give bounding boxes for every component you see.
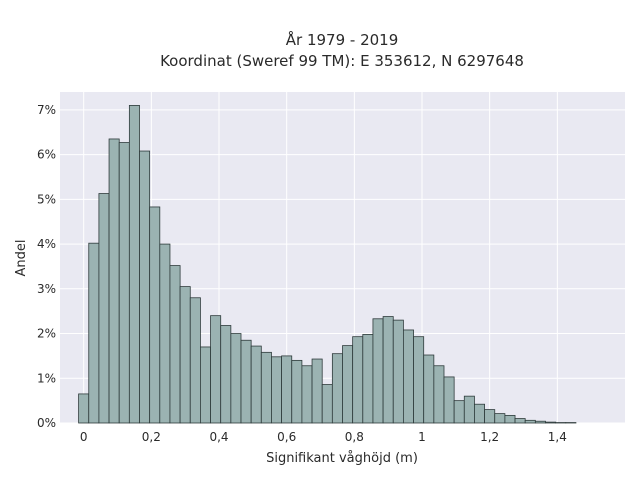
x-axis-ticks: 0 0,2 0,4 0,6 0,8 1 1,2 1,4 <box>80 430 567 444</box>
histogram-bar <box>301 365 313 424</box>
histogram-bar <box>342 345 354 424</box>
y-tick-label: 5% <box>37 192 56 206</box>
histogram-bar <box>210 315 222 424</box>
histogram-bar <box>331 353 343 424</box>
histogram-bar <box>443 376 455 424</box>
histogram-bar <box>260 351 272 424</box>
histogram-bar <box>159 243 171 424</box>
histogram-bar <box>433 365 445 424</box>
histogram-bar <box>291 359 303 424</box>
histogram-bar <box>98 193 110 424</box>
histogram-bar <box>382 316 394 424</box>
histogram-bar <box>281 355 293 424</box>
histogram-bar <box>78 393 90 424</box>
histogram-bar <box>453 400 465 424</box>
histogram-bar <box>179 286 191 424</box>
y-tick-label: 1% <box>37 371 56 385</box>
chart-title: År 1979 - 2019 <box>286 30 399 49</box>
chart-subtitle: Koordinat (Sweref 99 TM): E 353612, N 62… <box>160 52 524 70</box>
histogram-bar <box>311 358 323 424</box>
histogram-bar <box>108 138 120 424</box>
histogram-bar <box>504 414 516 424</box>
histogram-bar <box>128 105 140 424</box>
x-tick-label: 0,2 <box>142 430 161 444</box>
x-tick-label: 0,6 <box>277 430 296 444</box>
y-tick-label: 2% <box>37 327 56 341</box>
x-tick-label: 1 <box>418 430 426 444</box>
histogram-bar <box>494 413 506 424</box>
histogram-bar <box>524 419 536 424</box>
x-tick-label: 1,2 <box>480 430 499 444</box>
x-tick-label: 0,4 <box>209 430 228 444</box>
histogram-bar <box>484 409 496 424</box>
histogram-bar <box>271 356 283 424</box>
histogram-bar <box>402 329 414 424</box>
y-axis-label: Andel <box>14 240 29 277</box>
histogram-bar <box>139 150 151 424</box>
y-tick-label: 7% <box>37 103 56 117</box>
histogram-bar <box>250 345 262 424</box>
x-tick-label: 0,8 <box>345 430 364 444</box>
histogram-bar <box>534 420 546 424</box>
histogram-bar <box>88 242 100 424</box>
histogram-bar <box>189 297 201 424</box>
histogram-bars <box>78 105 577 424</box>
histogram-bar <box>118 142 130 424</box>
histogram-bar <box>220 325 232 424</box>
y-tick-label: 0% <box>37 416 56 430</box>
histogram-bar <box>200 346 211 424</box>
y-axis-ticks: 0% 1% 2% 3% 4% 5% 6% 7% <box>37 103 56 430</box>
histogram-bar <box>169 265 181 424</box>
histogram-bar <box>392 319 404 424</box>
y-tick-label: 4% <box>37 237 56 251</box>
histogram-bar <box>321 384 333 424</box>
histogram-bar <box>514 418 526 424</box>
y-tick-label: 6% <box>37 148 56 162</box>
histogram-bar <box>372 318 384 424</box>
y-tick-label: 3% <box>37 282 56 296</box>
histogram-bar <box>474 403 485 424</box>
histogram-bar <box>545 421 557 424</box>
x-tick-label: 0 <box>80 430 88 444</box>
histogram-bar <box>149 206 161 424</box>
histogram-bar <box>230 333 242 424</box>
histogram-bar <box>362 334 374 424</box>
histogram-bar <box>352 336 364 424</box>
histogram-bar <box>240 339 252 424</box>
histogram-bar <box>413 336 425 424</box>
histogram-bar <box>423 354 435 424</box>
x-axis-label: Signifikant våghöjd (m) <box>266 451 418 466</box>
histogram-bar <box>463 395 475 424</box>
x-tick-label: 1,4 <box>548 430 567 444</box>
